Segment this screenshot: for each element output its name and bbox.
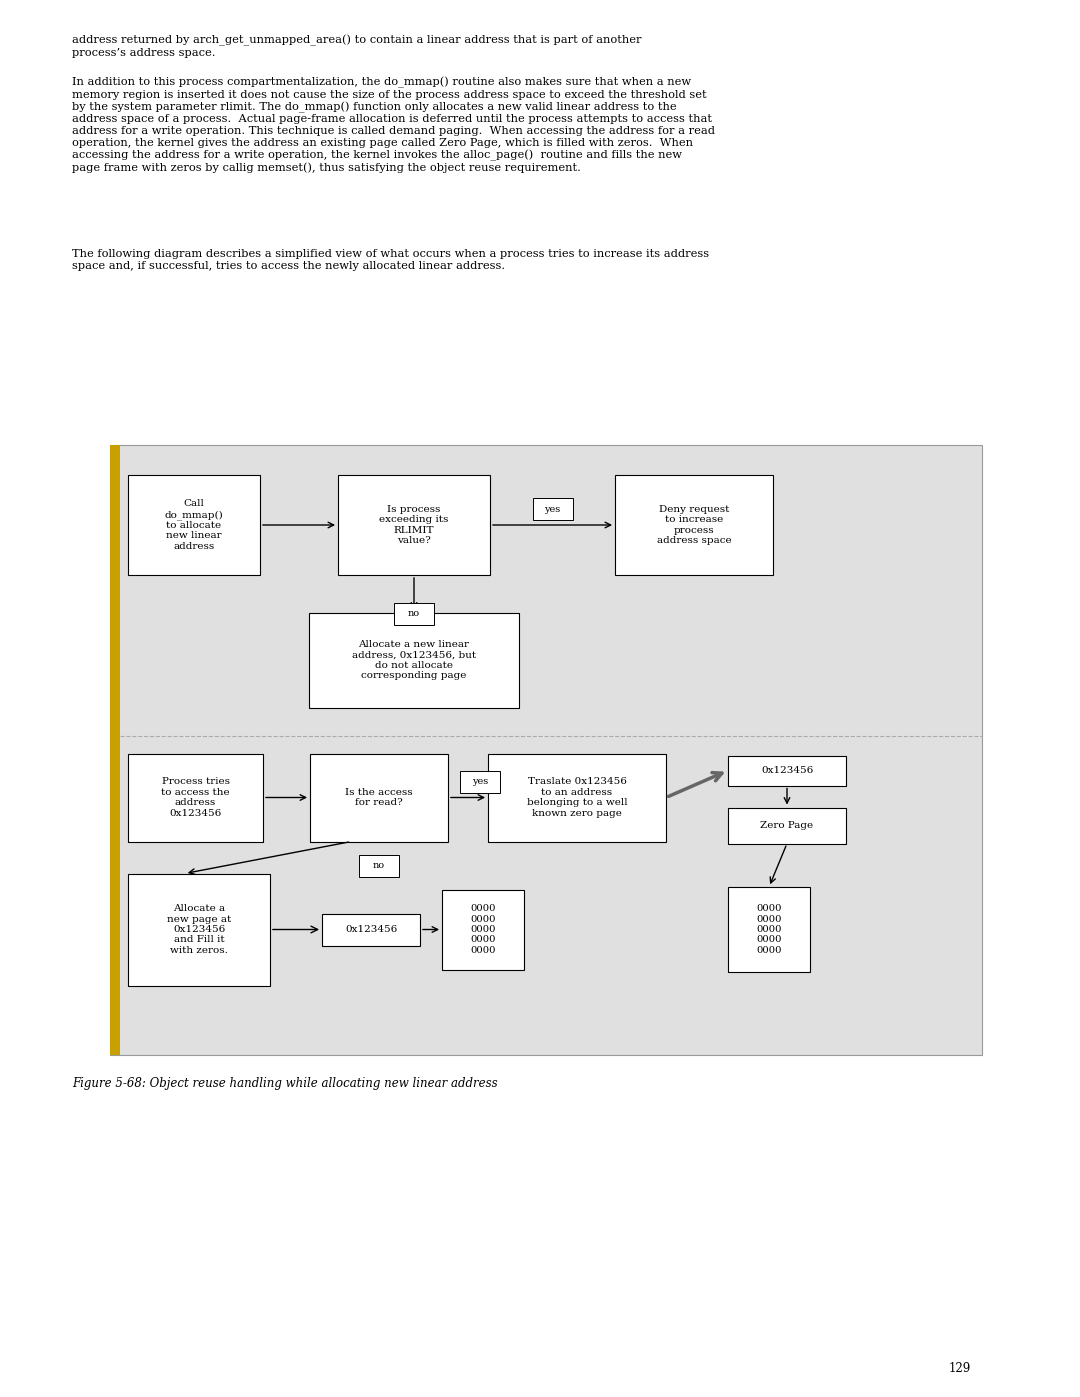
Text: Call
do_mmap()
to allocate
new linear
address: Call do_mmap() to allocate new linear ad… xyxy=(164,499,224,550)
FancyBboxPatch shape xyxy=(394,604,434,624)
Text: no: no xyxy=(408,609,420,619)
Text: In addition to this process compartmentalization, the do_mmap() routine also mak: In addition to this process compartmenta… xyxy=(72,77,715,173)
FancyBboxPatch shape xyxy=(309,612,519,707)
FancyBboxPatch shape xyxy=(129,753,264,841)
Text: 0000
0000
0000
0000
0000: 0000 0000 0000 0000 0000 xyxy=(756,904,782,954)
FancyBboxPatch shape xyxy=(442,890,524,970)
Text: Allocate a new linear
address, 0x123456, but
do not allocate
corresponding page: Allocate a new linear address, 0x123456,… xyxy=(352,640,476,680)
Text: yes: yes xyxy=(544,504,561,514)
FancyBboxPatch shape xyxy=(110,446,120,1055)
FancyBboxPatch shape xyxy=(532,497,572,520)
Text: The following diagram describes a simplified view of what occurs when a process : The following diagram describes a simpli… xyxy=(72,249,710,271)
FancyBboxPatch shape xyxy=(338,475,490,576)
FancyBboxPatch shape xyxy=(322,914,420,946)
Text: Is process
exceeding its
RLIMIT
value?: Is process exceeding its RLIMIT value? xyxy=(379,504,448,545)
Text: Traslate 0x123456
to an address
belonging to a well
known zero page: Traslate 0x123456 to an address belongin… xyxy=(527,777,627,817)
Text: Zero Page: Zero Page xyxy=(760,821,813,830)
Text: Is the access
for read?: Is the access for read? xyxy=(346,788,413,807)
Text: no: no xyxy=(373,861,386,870)
Text: 129: 129 xyxy=(949,1362,971,1375)
Text: 0000
0000
0000
0000
0000: 0000 0000 0000 0000 0000 xyxy=(470,904,496,954)
FancyBboxPatch shape xyxy=(129,873,270,985)
FancyBboxPatch shape xyxy=(728,887,810,972)
FancyBboxPatch shape xyxy=(460,771,500,792)
Text: Process tries
to access the
address
0x123456: Process tries to access the address 0x12… xyxy=(161,777,230,817)
FancyBboxPatch shape xyxy=(110,446,982,1055)
Text: Figure 5-68: Object reuse handling while allocating new linear address: Figure 5-68: Object reuse handling while… xyxy=(72,1077,498,1090)
FancyBboxPatch shape xyxy=(310,753,448,841)
Text: yes: yes xyxy=(472,777,488,787)
Text: Deny request
to increase
process
address space: Deny request to increase process address… xyxy=(657,504,731,545)
FancyBboxPatch shape xyxy=(728,756,846,785)
FancyBboxPatch shape xyxy=(129,475,260,576)
Text: address returned by arch_get_unmapped_area() to contain a linear address that is: address returned by arch_get_unmapped_ar… xyxy=(72,35,642,57)
FancyBboxPatch shape xyxy=(359,855,399,876)
FancyBboxPatch shape xyxy=(728,807,846,844)
FancyBboxPatch shape xyxy=(488,753,666,841)
Text: 0x123456: 0x123456 xyxy=(345,925,397,935)
Text: 0x123456: 0x123456 xyxy=(761,766,813,775)
FancyBboxPatch shape xyxy=(615,475,773,576)
Text: Allocate a
new page at
0x123456
and Fill it
with zeros.: Allocate a new page at 0x123456 and Fill… xyxy=(167,904,231,954)
